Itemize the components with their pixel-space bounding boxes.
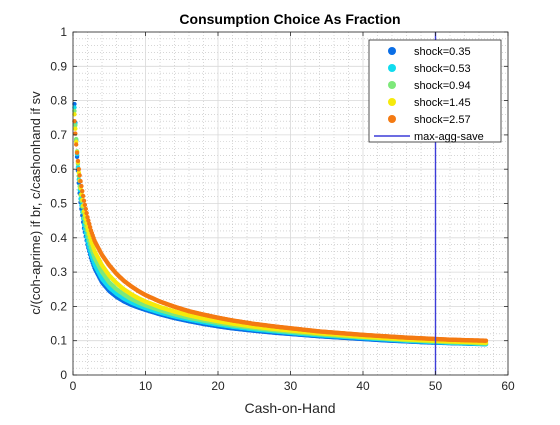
x-tick-label: 0 bbox=[70, 379, 77, 393]
series-layer bbox=[72, 101, 489, 347]
x-tick-label: 60 bbox=[501, 379, 515, 393]
legend-item: max-agg-save bbox=[374, 131, 484, 143]
data-point bbox=[80, 188, 85, 194]
y-tick-label: 0.1 bbox=[50, 334, 67, 348]
legend-marker bbox=[388, 81, 396, 89]
legend-marker bbox=[388, 98, 396, 106]
data-point bbox=[74, 150, 80, 155]
y-tick-label: 0.8 bbox=[50, 94, 67, 108]
y-tick-label: 0 bbox=[60, 368, 67, 382]
data-point bbox=[483, 338, 489, 343]
y-tick-label: 0.9 bbox=[50, 59, 67, 73]
legend-item: shock=2.57 bbox=[388, 114, 471, 126]
data-point bbox=[81, 198, 87, 203]
legend-label: shock=0.35 bbox=[414, 46, 471, 58]
data-point bbox=[79, 183, 84, 189]
y-tick-label: 0.6 bbox=[50, 162, 67, 176]
y-tick-label: 1 bbox=[60, 25, 67, 39]
x-tick-label: 30 bbox=[284, 379, 298, 393]
y-tick-label: 0.5 bbox=[50, 197, 67, 211]
data-point bbox=[82, 202, 88, 208]
axis-ticks bbox=[72, 31, 509, 376]
chart-title: Consumption Choice As Fraction bbox=[179, 11, 400, 27]
data-point bbox=[84, 210, 89, 216]
legend-marker bbox=[388, 47, 396, 55]
x-axis-label: Cash-on-Hand bbox=[244, 400, 335, 416]
data-point bbox=[73, 126, 78, 131]
legend-marker bbox=[388, 115, 396, 123]
data-point bbox=[87, 224, 93, 230]
data-point bbox=[73, 123, 78, 128]
series-shock-2-57 bbox=[72, 118, 489, 343]
legend-label: shock=2.57 bbox=[414, 114, 471, 126]
y-tick-labels: 0 0.1 0.2 0.3 0.4 0.5 0.6 0.7 0.8 0.9 1 bbox=[50, 25, 67, 382]
y-tick-label: 0.3 bbox=[50, 265, 67, 279]
data-point bbox=[80, 193, 86, 199]
data-point bbox=[76, 167, 82, 172]
y-axis-label: c/(coh-aprime) if br, c/cashonhand if sv bbox=[28, 91, 43, 315]
data-point bbox=[85, 215, 90, 220]
x-tick-label: 10 bbox=[139, 379, 153, 393]
data-point bbox=[78, 178, 83, 184]
legend-label: max-agg-save bbox=[414, 131, 484, 143]
x-tick-labels: 0 10 20 30 40 50 60 bbox=[70, 379, 515, 393]
x-tick-label: 50 bbox=[429, 379, 443, 393]
data-point bbox=[77, 173, 82, 178]
x-tick-label: 40 bbox=[356, 379, 370, 393]
legend: shock=0.35 shock=0.53 shock=0.94 shock=1.45… bbox=[368, 39, 502, 143]
legend-box bbox=[368, 39, 502, 143]
legend-label: shock=1.45 bbox=[414, 97, 471, 109]
y-tick-label: 0.2 bbox=[50, 299, 67, 313]
data-point bbox=[73, 142, 79, 147]
y-tick-label: 0.4 bbox=[50, 231, 67, 245]
x-tick-label: 20 bbox=[211, 379, 225, 393]
legend-item: shock=1.45 bbox=[388, 97, 471, 109]
legend-item: shock=0.94 bbox=[388, 80, 471, 92]
data-point bbox=[75, 158, 81, 164]
y-tick-label: 0.7 bbox=[50, 128, 67, 142]
legend-label: shock=0.53 bbox=[414, 63, 471, 75]
legend-marker bbox=[388, 64, 396, 72]
data-point bbox=[83, 206, 88, 212]
legend-item: shock=0.35 bbox=[388, 46, 471, 58]
legend-label: shock=0.94 bbox=[414, 80, 471, 92]
legend-item: shock=0.53 bbox=[388, 63, 471, 75]
data-point bbox=[87, 221, 92, 227]
data-point bbox=[86, 218, 91, 223]
